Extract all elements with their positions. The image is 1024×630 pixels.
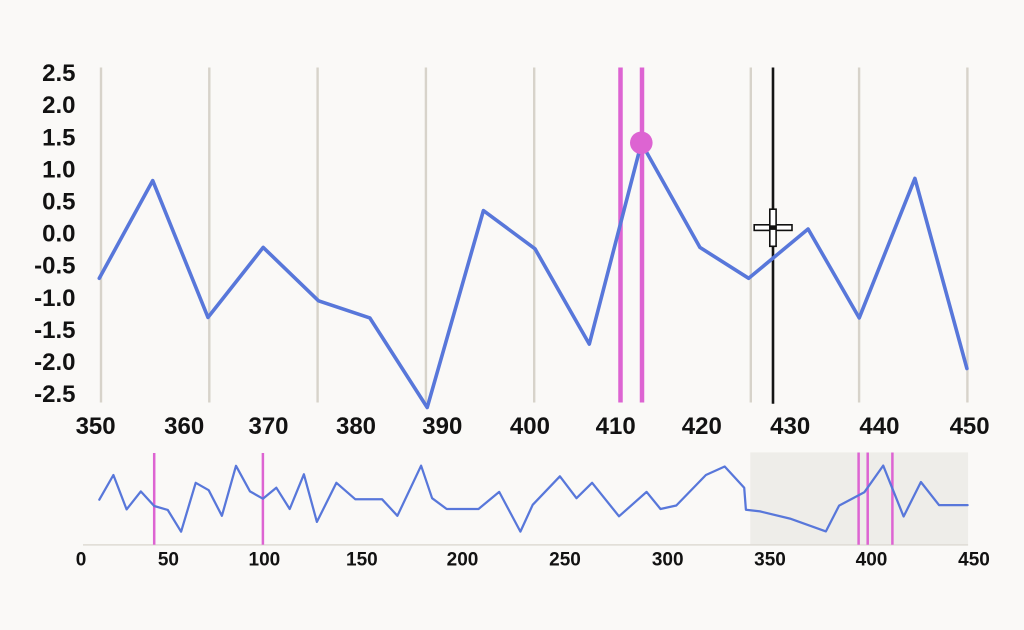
svg-text:-0.5: -0.5 xyxy=(34,253,75,280)
svg-text:150: 150 xyxy=(346,549,378,570)
svg-text:440: 440 xyxy=(859,413,899,440)
svg-text:-1.0: -1.0 xyxy=(34,285,75,312)
svg-text:250: 250 xyxy=(549,549,581,570)
svg-text:350: 350 xyxy=(76,413,116,440)
svg-text:370: 370 xyxy=(248,413,288,440)
svg-text:300: 300 xyxy=(652,549,684,570)
svg-text:360: 360 xyxy=(164,413,204,440)
svg-text:0.0: 0.0 xyxy=(42,221,75,248)
svg-text:200: 200 xyxy=(447,549,479,570)
svg-text:400: 400 xyxy=(510,413,550,440)
svg-text:50: 50 xyxy=(158,549,179,570)
svg-text:1.5: 1.5 xyxy=(42,124,75,151)
svg-text:410: 410 xyxy=(596,413,636,440)
svg-text:-2.5: -2.5 xyxy=(34,381,75,408)
svg-text:0.5: 0.5 xyxy=(42,189,75,216)
svg-text:450: 450 xyxy=(950,413,990,440)
svg-text:400: 400 xyxy=(856,549,888,570)
svg-text:-2.0: -2.0 xyxy=(34,349,75,376)
svg-text:1.0: 1.0 xyxy=(42,156,75,183)
svg-text:0: 0 xyxy=(76,549,87,570)
svg-text:390: 390 xyxy=(422,413,462,440)
svg-text:-1.5: -1.5 xyxy=(34,317,75,344)
svg-text:380: 380 xyxy=(336,413,376,440)
svg-text:350: 350 xyxy=(754,549,786,570)
svg-text:2.0: 2.0 xyxy=(42,92,75,119)
svg-text:450: 450 xyxy=(958,549,990,570)
svg-text:420: 420 xyxy=(682,413,722,440)
svg-text:100: 100 xyxy=(249,549,281,570)
svg-text:2.5: 2.5 xyxy=(42,60,75,87)
svg-text:430: 430 xyxy=(770,413,810,440)
